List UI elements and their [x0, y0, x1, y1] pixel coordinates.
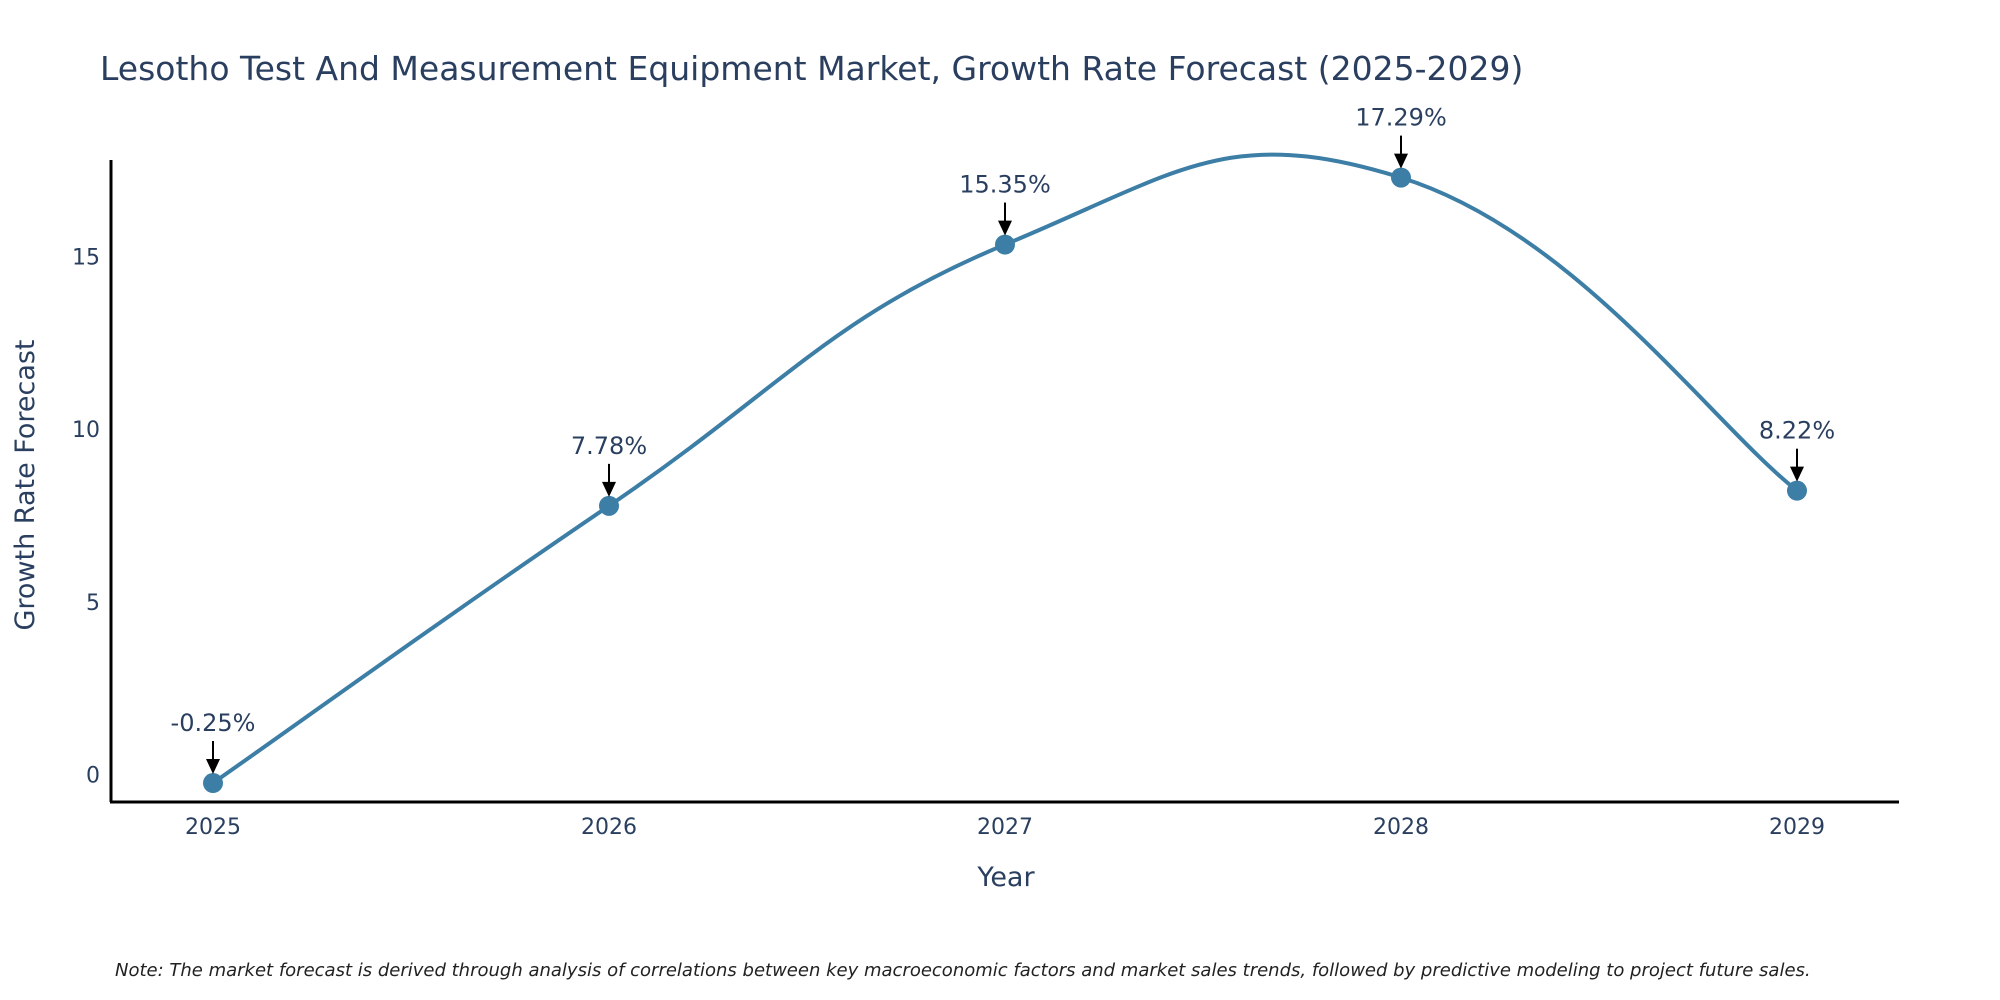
x-tick-label: 2027: [977, 815, 1033, 840]
data-point-2027: [995, 234, 1015, 255]
chart-title: Lesotho Test And Measurement Equipment M…: [100, 49, 1523, 88]
y-tick-label: 0: [86, 763, 100, 788]
annotation-arrow-head: [206, 759, 220, 775]
data-markers: [203, 167, 1807, 794]
data-label-2027: 15.35%: [959, 171, 1051, 199]
data-annotations: -0.25% 7.78% 15.35% 17.29% 8.22%: [171, 104, 1835, 775]
x-tick-labels: 2025 2026 2027 2028 2029: [185, 815, 1825, 840]
x-axis-title: Year: [976, 862, 1035, 893]
x-tick-label: 2028: [1373, 815, 1429, 840]
footnote: Note: The market forecast is derived thr…: [115, 960, 1811, 981]
y-tick-label: 10: [72, 418, 100, 443]
data-label-2028: 17.29%: [1355, 104, 1447, 132]
y-tick-label: 5: [86, 591, 100, 616]
data-label-2029: 8.22%: [1759, 417, 1835, 445]
annotation-arrow-head: [1394, 153, 1408, 169]
annotation-arrow-head: [998, 220, 1012, 236]
x-tick-label: 2029: [1769, 815, 1825, 840]
y-tick-labels: 0 5 10 15: [72, 246, 100, 789]
data-point-2026: [599, 495, 619, 516]
x-tick-label: 2026: [581, 815, 637, 840]
data-label-2025: -0.25%: [171, 709, 256, 737]
plot-area: 0 5 10 15 2025 2026 2027 2028 2029 -0.25% 7.78% 1…: [72, 104, 1899, 840]
data-point-2025: [203, 773, 223, 794]
annotation-arrow-head: [1790, 466, 1804, 482]
data-label-2026: 7.78%: [571, 432, 647, 460]
x-tick-label: 2025: [185, 815, 241, 840]
annotation-arrow-head: [602, 481, 616, 497]
y-tick-label: 15: [72, 246, 100, 271]
y-axis-title: Growth Rate Forecast: [10, 339, 41, 630]
data-point-2029: [1787, 480, 1807, 501]
data-point-2028: [1391, 167, 1411, 188]
